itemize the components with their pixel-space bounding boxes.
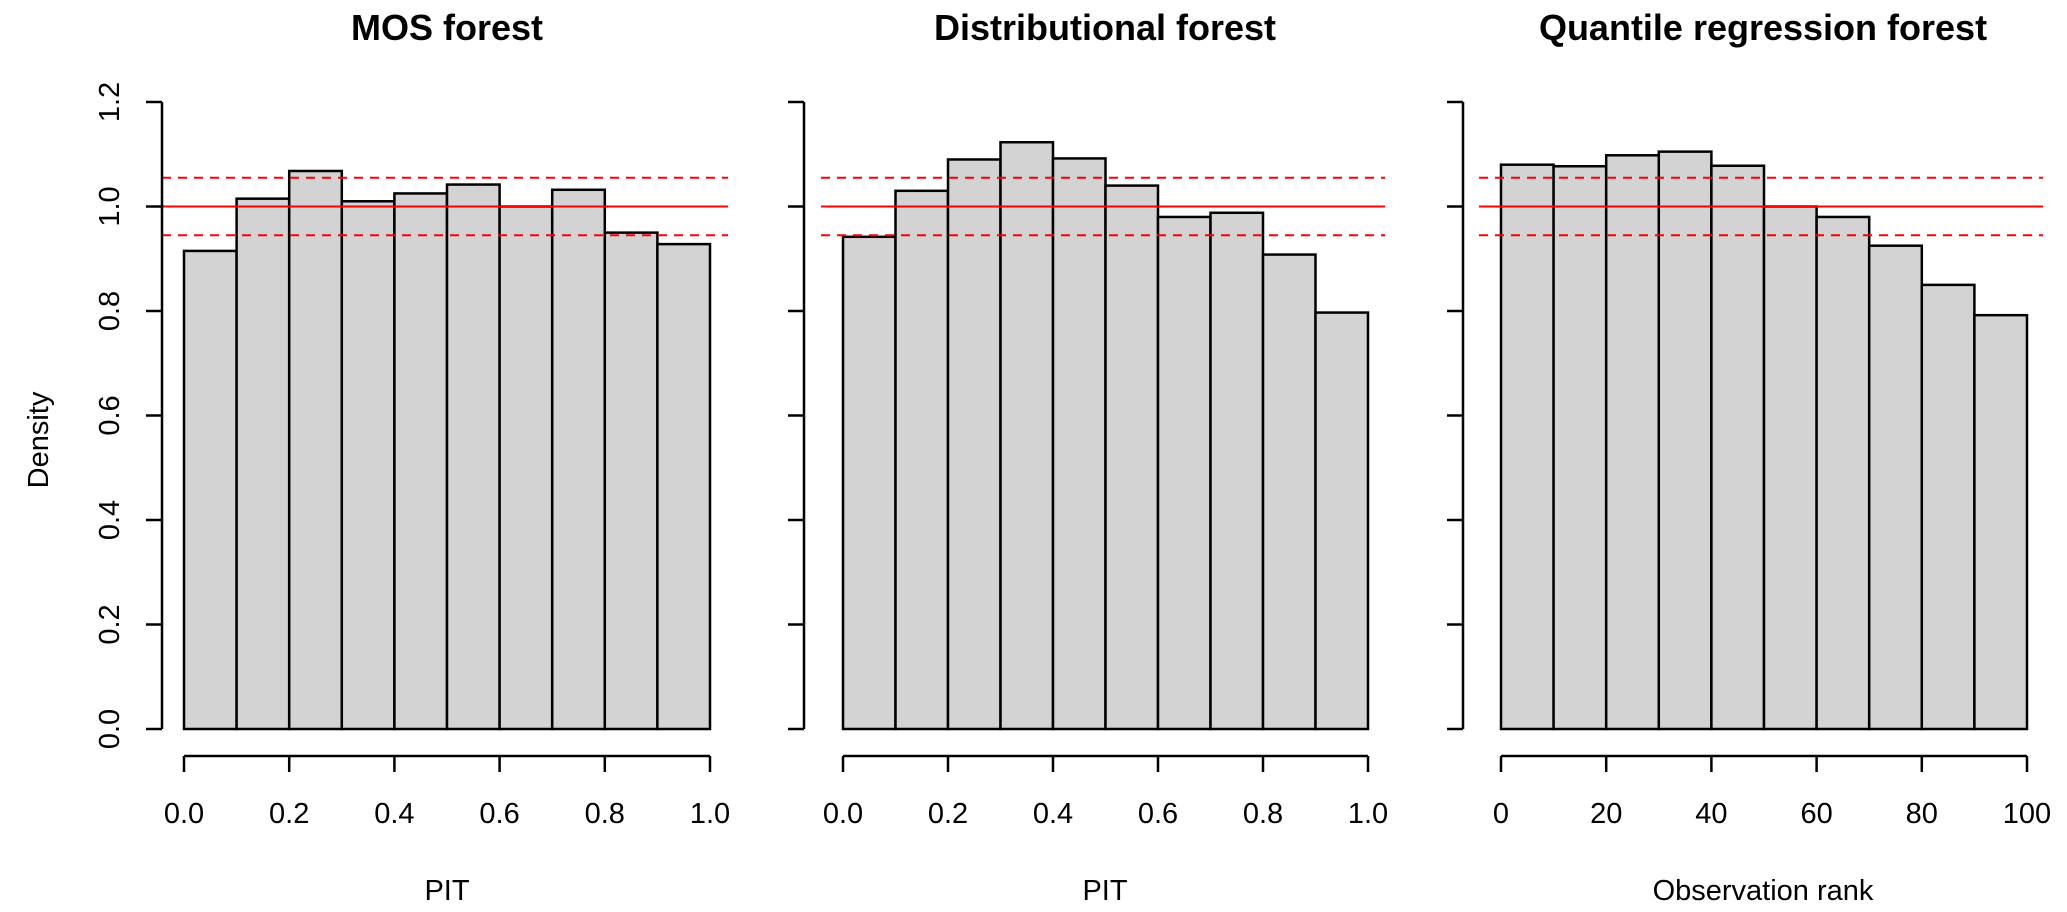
histogram-bar bbox=[1552, 165, 1608, 731]
histogram-bar bbox=[656, 242, 712, 731]
histogram-bar bbox=[287, 169, 344, 731]
panel-mos-forest: MOS forest 0.0 0.2 0.4 0.6 0.8 1.00.00.20.40.… bbox=[94, 7, 730, 907]
panel-title: Distributional forest bbox=[934, 7, 1276, 48]
y-tick-label: 0.8 bbox=[94, 291, 126, 331]
x-tick-label: 40 bbox=[1695, 798, 1727, 830]
histogram-bar bbox=[1920, 283, 1976, 731]
histogram-bar bbox=[1815, 215, 1871, 731]
plot-area: 0.0 0.2 0.4 0.6 0.8 1.0 0.0 0.2 0.4 0.6 0.8 1.0 1.2 bbox=[94, 82, 730, 830]
histogram-bar bbox=[1604, 154, 1661, 731]
x-tick-label: 80 bbox=[1906, 798, 1938, 830]
histogram-bar bbox=[498, 205, 554, 731]
histogram-bar bbox=[1710, 164, 1766, 731]
x-tick-label: 0.8 bbox=[1243, 798, 1283, 830]
x-tick-label: 1.0 bbox=[1348, 798, 1388, 830]
histogram-bar bbox=[894, 189, 950, 731]
panel-title: Quantile regression forest bbox=[1539, 7, 1987, 48]
y-tick-label: 1.2 bbox=[94, 82, 126, 122]
histogram-bar bbox=[1261, 253, 1317, 731]
histogram-bar bbox=[235, 197, 291, 731]
histogram-bar bbox=[603, 231, 659, 731]
plot-area: 0.0 0.2 0.4 0.6 0.8 1.0 bbox=[788, 100, 1388, 830]
histogram-bar bbox=[1209, 211, 1265, 731]
histogram-bar bbox=[393, 192, 449, 731]
x-tick-label: 0.2 bbox=[269, 798, 309, 830]
histogram-bar bbox=[1314, 311, 1370, 731]
y-tick-label: 0.0 bbox=[94, 709, 126, 749]
plot-area: 0 20 40 60 80 100 bbox=[1447, 100, 2051, 830]
x-tick-label: 20 bbox=[1590, 798, 1622, 830]
y-tick-label: 0.2 bbox=[94, 604, 126, 644]
histogram-bar bbox=[1499, 163, 1555, 731]
histogram-bar bbox=[340, 200, 396, 731]
histogram-bar bbox=[445, 183, 501, 731]
x-tick-label: 0.8 bbox=[585, 798, 625, 830]
y-tick-label: 0.4 bbox=[94, 500, 126, 540]
histogram-bar bbox=[946, 158, 1002, 731]
x-tick-label: 0.6 bbox=[1138, 798, 1178, 830]
y-axis-title-group: Density bbox=[23, 391, 55, 488]
x-axis-title: Observation rank bbox=[1653, 875, 1874, 907]
x-tick-label: 0.0 bbox=[823, 798, 863, 830]
x-tick-label: 1.0 bbox=[690, 798, 730, 830]
histogram-bar bbox=[1051, 157, 1107, 731]
x-tick-label: 60 bbox=[1800, 798, 1832, 830]
panel-quantile-regression-forest: Quantile regression forest 0 20 40 60 80 100 … bbox=[1447, 7, 2051, 907]
histogram-bar bbox=[1867, 244, 1924, 731]
x-tick-label: 0.0 bbox=[164, 798, 204, 830]
x-axis-title: PIT bbox=[424, 875, 469, 907]
histogram-bar bbox=[1156, 215, 1212, 731]
histogram-bar bbox=[182, 249, 238, 731]
y-tick-label: 0.6 bbox=[94, 395, 126, 435]
histogram-bar bbox=[1973, 313, 2029, 731]
histogram-bar bbox=[841, 235, 897, 731]
x-tick-label: 0.2 bbox=[928, 798, 968, 830]
x-tick-label: 0.4 bbox=[374, 798, 414, 830]
x-tick-label: 0 bbox=[1493, 798, 1509, 830]
x-tick-label: 100 bbox=[2003, 798, 2051, 830]
histogram-bar bbox=[1762, 205, 1818, 731]
histogram-bar bbox=[1657, 150, 1713, 731]
histogram-bar bbox=[1104, 184, 1160, 731]
x-tick-label: 0.6 bbox=[479, 798, 519, 830]
histogram-bar bbox=[999, 140, 1055, 731]
histogram-bar bbox=[550, 188, 607, 731]
x-axis-title: PIT bbox=[1082, 875, 1127, 907]
y-tick-label: 1.0 bbox=[94, 186, 126, 226]
y-axis-title: Density bbox=[23, 391, 55, 488]
panel-title: MOS forest bbox=[351, 7, 543, 48]
panel-distributional-forest: Distributional forest 0.0 0.2 0.4 0.6 0.8 1.0… bbox=[788, 7, 1388, 907]
x-tick-label: 0.4 bbox=[1033, 798, 1073, 830]
